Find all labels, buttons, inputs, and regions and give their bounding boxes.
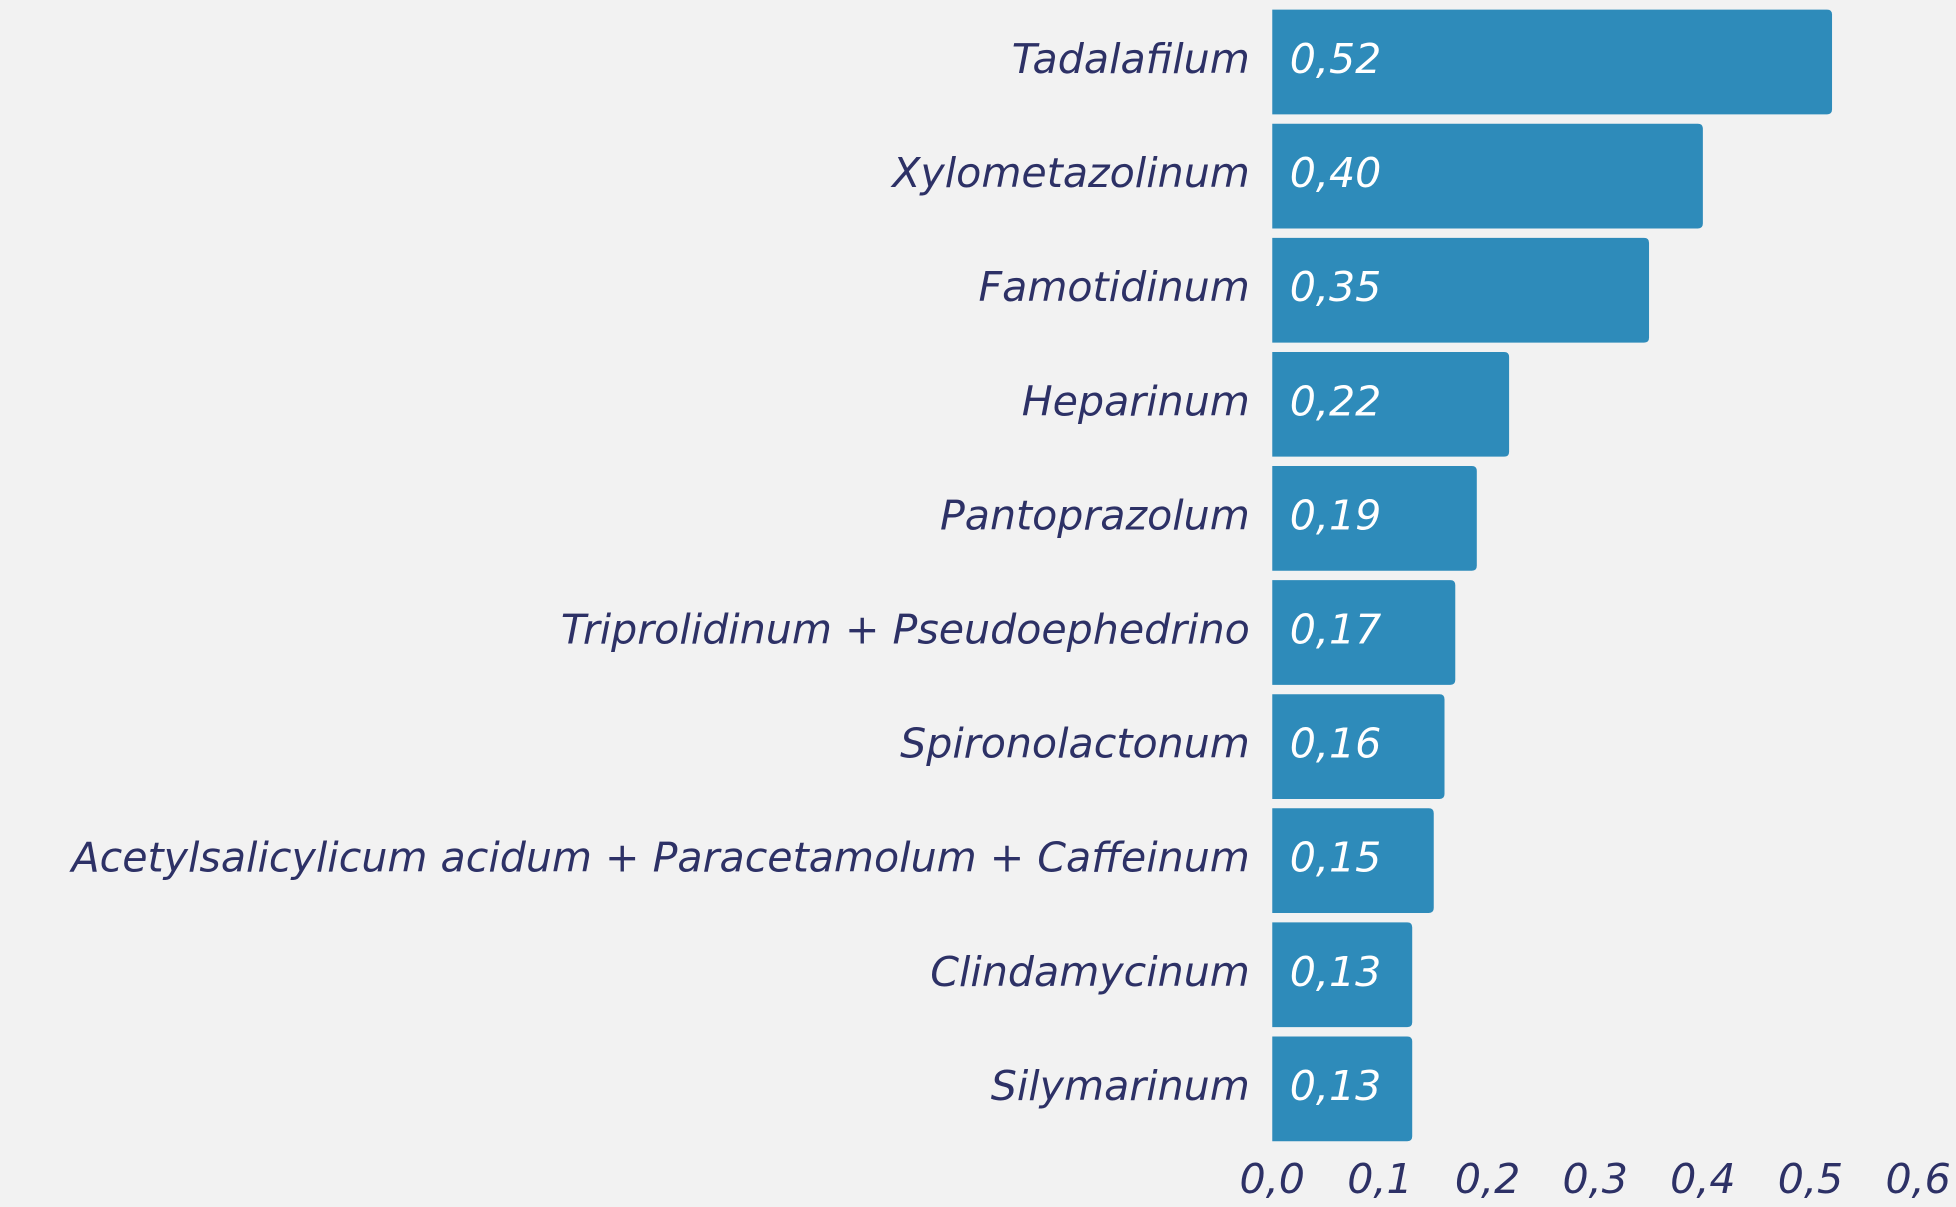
value-label: 0,35 (1290, 263, 1382, 311)
y-tick-label: Spironolactonum (900, 720, 1250, 768)
bar (1272, 580, 1456, 685)
y-tick-label: Heparinum (1022, 377, 1250, 425)
bar (1272, 808, 1434, 914)
bar (1272, 9, 1833, 115)
bar (1272, 123, 1703, 229)
bar (1272, 694, 1445, 799)
bar (1272, 237, 1650, 343)
value-label: 0,15 (1290, 834, 1382, 882)
bar (1272, 1036, 1413, 1142)
x-tick-label: 0,4 (1670, 1155, 1735, 1203)
x-tick-label: 0,5 (1778, 1155, 1843, 1203)
value-label: 0,13 (1290, 1062, 1382, 1110)
bar (1272, 922, 1413, 1028)
bar (1272, 351, 1510, 457)
bar (1272, 466, 1477, 571)
x-tick-label: 0,0 (1240, 1155, 1305, 1203)
value-label: 0,19 (1290, 491, 1382, 539)
value-label: 0,52 (1290, 35, 1382, 83)
value-label: 0,16 (1290, 720, 1382, 768)
value-label: 0,22 (1290, 377, 1382, 425)
x-tick-label: 0,6 (1885, 1155, 1950, 1203)
y-tick-label: Triprolidinum + Pseudoephedrino (561, 605, 1250, 653)
x-tick-label: 0,1 (1347, 1155, 1412, 1203)
y-tick-label: Famotidinum (978, 263, 1249, 311)
value-label: 0,17 (1290, 605, 1382, 653)
y-tick-label: Pantoprazolum (940, 491, 1250, 539)
y-tick-label: Acetylsalicylicum acidum + Paracetamolum… (68, 834, 1249, 882)
value-label: 0,13 (1290, 948, 1382, 996)
y-tick-label: Xylometazolinum (890, 149, 1250, 197)
value-label: 0,40 (1290, 149, 1382, 197)
x-tick-label: 0,2 (1455, 1155, 1520, 1203)
y-tick-label: Clindamycinum (930, 948, 1250, 996)
y-tick-label: Silymarinum (991, 1062, 1250, 1110)
x-tick-label: 0,3 (1563, 1155, 1628, 1203)
y-tick-label: Tadalafilum (1012, 35, 1250, 83)
